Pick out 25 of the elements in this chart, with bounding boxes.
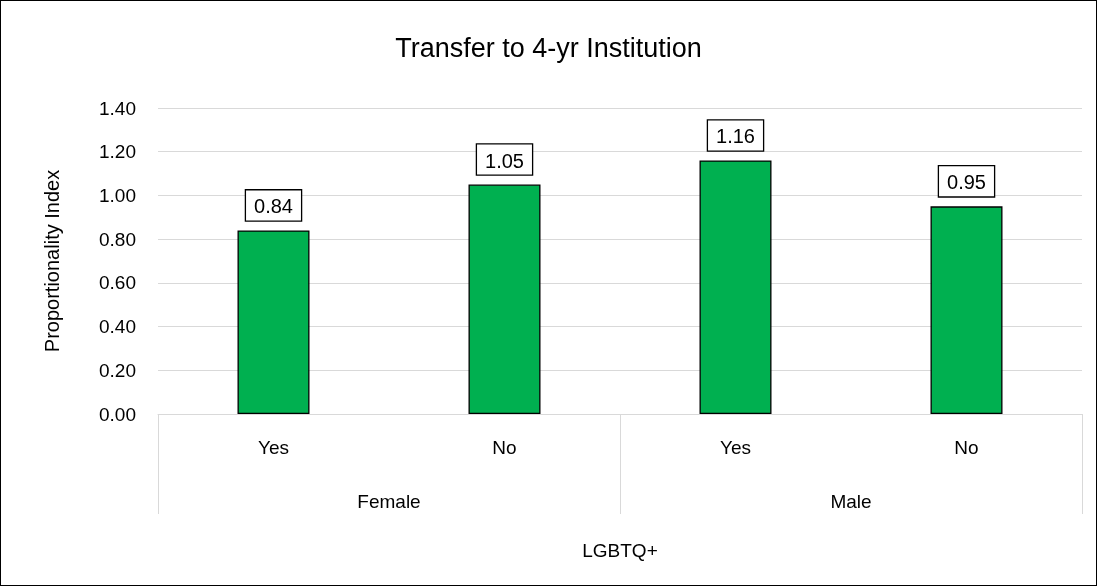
x-tick-label: Yes — [720, 437, 751, 458]
bar — [930, 206, 1003, 414]
y-tick-label: 0.40 — [99, 316, 136, 338]
x-tick-label: No — [492, 437, 517, 458]
data-label: 1.16 — [716, 125, 755, 148]
x-tick-label: Yes — [258, 437, 289, 458]
data-label: 0.95 — [947, 171, 986, 194]
data-label: 0.84 — [254, 195, 293, 218]
x-axis-title: LGBTQ+ — [582, 540, 658, 561]
y-axis-title: Proportionality Index — [41, 169, 63, 353]
y-tick-label: 1.00 — [99, 184, 136, 206]
y-tick-label: 1.40 — [99, 97, 136, 119]
y-tick-label: 0.00 — [99, 403, 136, 425]
text: Female — [357, 491, 421, 512]
chart-title: Transfer to 4-yr Institution — [395, 32, 702, 63]
bar — [468, 184, 541, 414]
y-tick-label: 1.20 — [99, 141, 136, 163]
bar — [699, 160, 772, 414]
x-tick-label: No — [954, 437, 979, 458]
data-label: 1.05 — [485, 149, 524, 172]
y-tick-label: 0.80 — [99, 228, 136, 250]
y-tick-label: 0.20 — [99, 359, 136, 381]
bar — [237, 230, 310, 414]
y-tick-label: 0.60 — [99, 272, 136, 294]
text: Male — [830, 491, 872, 512]
